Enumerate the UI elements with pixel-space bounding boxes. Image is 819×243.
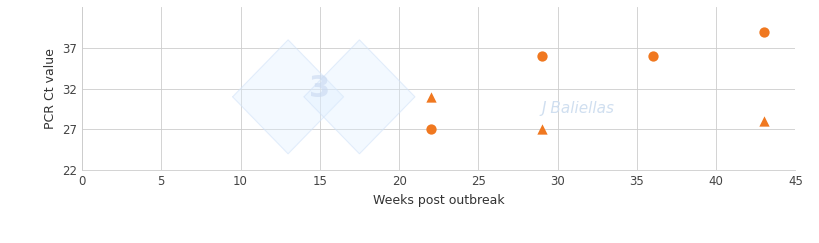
X-axis label: Weeks post outbreak: Weeks post outbreak: [373, 193, 504, 207]
Polygon shape: [233, 40, 343, 154]
Point: [756, 30, 769, 34]
Point: [423, 95, 437, 99]
Text: J Baliellas: J Baliellas: [541, 101, 613, 116]
Point: [535, 127, 548, 131]
Y-axis label: PCR Ct value: PCR Ct value: [43, 48, 57, 129]
Text: 3: 3: [309, 74, 330, 103]
Polygon shape: [304, 40, 414, 154]
Point: [645, 54, 658, 58]
Point: [756, 119, 769, 123]
Point: [423, 127, 437, 131]
Point: [535, 54, 548, 58]
